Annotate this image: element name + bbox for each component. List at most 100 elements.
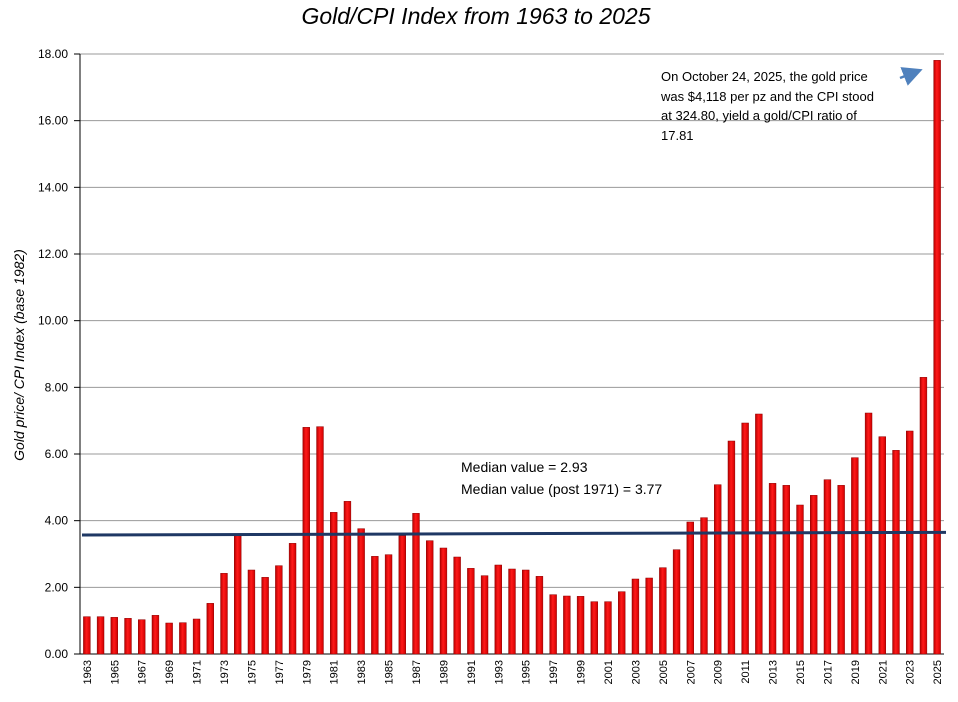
bar-2017 — [823, 479, 832, 655]
bar-2000 — [590, 601, 598, 655]
bar-2013 — [768, 483, 777, 655]
bar-1990 — [453, 556, 461, 655]
median-annotation-1: Median value = 2.93 — [461, 459, 588, 475]
bar-2023 — [906, 430, 914, 655]
x-tick-label: 1977 — [274, 660, 286, 684]
bar-1982 — [343, 501, 352, 655]
bar-1975 — [247, 569, 256, 655]
bar-1963 — [83, 616, 91, 655]
bar-1966 — [124, 618, 132, 655]
bar-2003 — [631, 578, 640, 655]
bar-1983 — [357, 528, 365, 655]
bar-1979 — [302, 427, 310, 655]
x-tick-label: 1999 — [576, 660, 588, 684]
bar-1994 — [508, 568, 516, 655]
bar-2014 — [782, 485, 790, 655]
bar-1971 — [192, 618, 201, 655]
y-tick-label: 18.00 — [38, 47, 68, 61]
bar-2015 — [796, 504, 804, 655]
x-tick-label: 1995 — [521, 660, 533, 684]
x-tick-label: 2025 — [932, 660, 944, 684]
bar-1980 — [316, 426, 324, 655]
note-line-3: at 324.80, yield a gold/CPI ratio of — [661, 108, 857, 123]
x-tick-label: 1989 — [438, 660, 450, 684]
bar-1987 — [412, 513, 420, 655]
x-tick-label: 1981 — [329, 660, 341, 684]
median-annotation-2: Median value (post 1971) = 3.77 — [461, 481, 662, 497]
x-tick-label: 1991 — [466, 660, 478, 684]
x-tick-label: 1993 — [493, 660, 505, 684]
bar-2006 — [672, 549, 681, 655]
x-tick-label: 1973 — [219, 660, 231, 684]
x-tick-label: 2011 — [740, 660, 752, 684]
bar-2025 — [933, 60, 941, 655]
x-tick-label: 2023 — [905, 660, 917, 684]
x-tick-label: 1963 — [82, 660, 94, 684]
y-tick-label: 4.00 — [45, 514, 69, 528]
x-tick-label: 2015 — [795, 660, 807, 684]
note-line-1: On October 24, 2025, the gold price — [661, 69, 868, 84]
bar-1976 — [261, 577, 269, 655]
bar-2018 — [837, 485, 845, 655]
bar-2011 — [741, 422, 749, 655]
bar-1988 — [426, 540, 434, 655]
bar-1985 — [384, 554, 393, 655]
bar-1967 — [138, 619, 146, 655]
bar-1997 — [549, 594, 557, 655]
x-tick-label: 1969 — [164, 660, 176, 684]
y-tick-label: 14.00 — [38, 180, 68, 194]
x-tick-label: 1979 — [301, 660, 313, 684]
x-tick-label: 2013 — [768, 660, 780, 684]
x-tick-labels: 1963 1965 1967 1969 1971 1973 1975 1977 1979 1981… — [82, 660, 944, 684]
bar-1998 — [563, 595, 571, 655]
bar-1992 — [480, 575, 489, 655]
y-tick-label: 16.00 — [38, 114, 68, 128]
x-tick-label: 1985 — [384, 660, 396, 684]
bar-1995 — [522, 569, 530, 655]
bar-2010 — [727, 440, 736, 655]
x-tick-label: 2019 — [850, 660, 862, 684]
bar-1986 — [398, 535, 406, 655]
x-tick-label: 1987 — [411, 660, 423, 684]
x-tick-label: 2017 — [822, 660, 834, 684]
x-tick-label: 2021 — [877, 660, 889, 684]
bar-2016 — [810, 495, 818, 655]
bar-1984 — [371, 556, 379, 655]
bar-2022 — [892, 450, 900, 655]
bar-2024 — [919, 377, 928, 655]
bar-2005 — [659, 567, 667, 655]
bar-2002 — [618, 591, 626, 655]
bar-1991 — [467, 568, 475, 655]
bar-1974 — [234, 533, 242, 655]
y-tick-labels: 0.00 2.00 4.00 6.00 8.00 10.00 12.00 14.00 16.00… — [38, 47, 68, 661]
chart-title: Gold/CPI Index from 1963 to 2025 — [301, 3, 650, 29]
bar-2021 — [878, 436, 886, 655]
bar-1999 — [576, 596, 585, 655]
y-tick-label: 8.00 — [45, 380, 69, 394]
bar-1972 — [206, 603, 214, 655]
bar-2009 — [714, 484, 722, 655]
x-tick-label: 2007 — [685, 660, 697, 684]
bar-1977 — [275, 565, 283, 655]
y-axis-label: Gold price/ CPI Index (base 1982) — [11, 249, 27, 461]
x-tick-label: 1997 — [548, 660, 560, 684]
x-tick-label: 1967 — [137, 660, 149, 684]
bar-2008 — [700, 517, 708, 655]
x-tick-label: 1965 — [109, 660, 121, 684]
bar-1965 — [110, 617, 118, 655]
x-tick-label: 2001 — [603, 660, 615, 684]
x-tick-label: 1975 — [246, 660, 258, 684]
bar-2019 — [851, 457, 859, 655]
bar-1993 — [494, 564, 502, 655]
x-tick-label: 2009 — [713, 660, 725, 684]
y-tick-label: 2.00 — [45, 580, 69, 594]
y-tick-label: 6.00 — [45, 447, 69, 461]
bar-1981 — [330, 512, 338, 655]
x-tick-label: 1971 — [192, 660, 204, 684]
bar-1968 — [151, 615, 160, 655]
annotation-arrow — [899, 67, 923, 86]
median-line — [81, 530, 947, 537]
bar-1989 — [439, 547, 448, 655]
y-tick-label: 12.00 — [38, 247, 68, 261]
